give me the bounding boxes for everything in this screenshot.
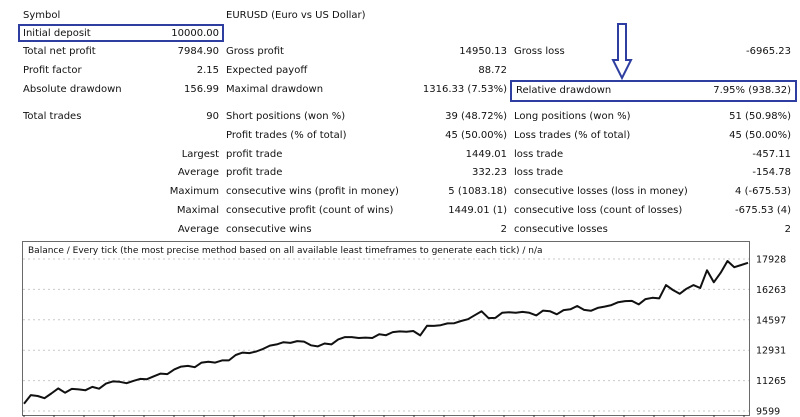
absolute-drawdown-label: Absolute drawdown — [23, 84, 122, 95]
average-profit-value: 332.23 — [472, 167, 507, 178]
symbol-label: Symbol — [23, 10, 61, 21]
largest-label: Largest — [181, 149, 219, 160]
avg-cons-wins-value: 2 — [500, 224, 507, 235]
profit-factor-value: 2.15 — [196, 65, 219, 76]
maximum-label: Maximum — [169, 186, 219, 197]
average-consecutive-label: Average — [177, 224, 219, 235]
long-positions-value: 51 (50.98%) — [729, 111, 791, 122]
maximal-drawdown-label: Maximal drawdown — [226, 84, 324, 95]
avg-cons-wins-label: consecutive wins — [226, 224, 312, 235]
y-axis-labels: 17928 16263 14597 12931 11265 9599 — [756, 255, 786, 417]
relative-drawdown-label: Relative drawdown — [516, 85, 612, 96]
total-net-profit-label: Total net profit — [23, 46, 96, 57]
maximal-cons-profit-label: consecutive profit (count of wins) — [226, 205, 394, 216]
max-cons-wins-label: consecutive wins (profit in money) — [226, 186, 399, 197]
expected-payoff-label: Expected payoff — [226, 65, 308, 76]
average-label: Average — [177, 167, 219, 178]
avg-cons-losses-label: consecutive losses — [514, 224, 608, 235]
absolute-drawdown-value: 156.99 — [184, 84, 219, 95]
maximal-cons-loss-value: -675.53 (4) — [735, 205, 791, 216]
total-trades-label: Total trades — [23, 111, 82, 122]
y-tick-label: 9599 — [756, 407, 780, 417]
y-tick-label: 17928 — [756, 255, 786, 266]
balance-chart: Balance / Every tick (the most precise m… — [22, 241, 786, 417]
largest-profit-value: 1449.01 — [465, 149, 507, 160]
profit-trades-label: Profit trades (% of total) — [226, 130, 347, 141]
initial-deposit-value: 10000.00 — [171, 28, 219, 39]
long-positions-label: Long positions (won %) — [514, 111, 631, 122]
largest-profit-label: profit trade — [226, 149, 283, 160]
gross-profit-label: Gross profit — [226, 46, 284, 57]
initial-deposit-highlight — [18, 24, 224, 42]
chart-grid — [23, 258, 749, 412]
profit-trades-value: 45 (50.00%) — [445, 130, 507, 141]
profit-factor-label: Profit factor — [23, 65, 82, 76]
initial-deposit-label: Initial deposit — [23, 28, 91, 39]
relative-drawdown-highlight — [510, 80, 797, 102]
y-tick-label: 16263 — [756, 285, 786, 296]
average-loss-label: loss trade — [514, 167, 564, 178]
balance-series-line — [23, 260, 749, 405]
average-loss-value: -154.78 — [752, 167, 791, 178]
y-tick-label: 14597 — [756, 315, 786, 326]
down-arrow-icon — [611, 23, 633, 80]
short-positions-label: Short positions (won %) — [226, 111, 346, 122]
largest-loss-value: -457.11 — [752, 149, 791, 160]
max-cons-wins-value: 5 (1083.18) — [448, 186, 507, 197]
total-trades-value: 90 — [206, 111, 219, 122]
chart-title: Balance / Every tick (the most precise m… — [28, 246, 543, 256]
loss-trades-label: Loss trades (% of total) — [514, 130, 631, 141]
largest-loss-label: loss trade — [514, 149, 564, 160]
maximal-drawdown-value: 1316.33 (7.53%) — [422, 84, 507, 95]
total-net-profit-value: 7984.90 — [177, 46, 219, 57]
relative-drawdown-value: 7.95% (938.32) — [713, 85, 791, 96]
y-tick-label: 12931 — [756, 346, 786, 357]
gross-loss-value: -6965.23 — [746, 46, 791, 57]
expected-payoff-value: 88.72 — [478, 65, 507, 76]
y-tick-label: 11265 — [756, 376, 786, 387]
gross-loss-label: Gross loss — [514, 46, 565, 57]
maximal-cons-loss-label: consecutive loss (count of losses) — [514, 205, 683, 216]
maximal-label: Maximal — [176, 205, 219, 216]
maximal-cons-profit-value: 1449.01 (1) — [448, 205, 507, 216]
max-cons-losses-label: consecutive losses (loss in money) — [514, 186, 688, 197]
chart-frame — [22, 241, 750, 416]
max-cons-losses-value: 4 (-675.53) — [735, 186, 791, 197]
gross-profit-value: 14950.13 — [459, 46, 507, 57]
short-positions-value: 39 (48.72%) — [445, 111, 507, 122]
loss-trades-value: 45 (50.00%) — [729, 130, 791, 141]
symbol-value: EURUSD (Euro vs US Dollar) — [226, 10, 366, 21]
average-profit-label: profit trade — [226, 167, 283, 178]
avg-cons-losses-value: 2 — [784, 224, 791, 235]
